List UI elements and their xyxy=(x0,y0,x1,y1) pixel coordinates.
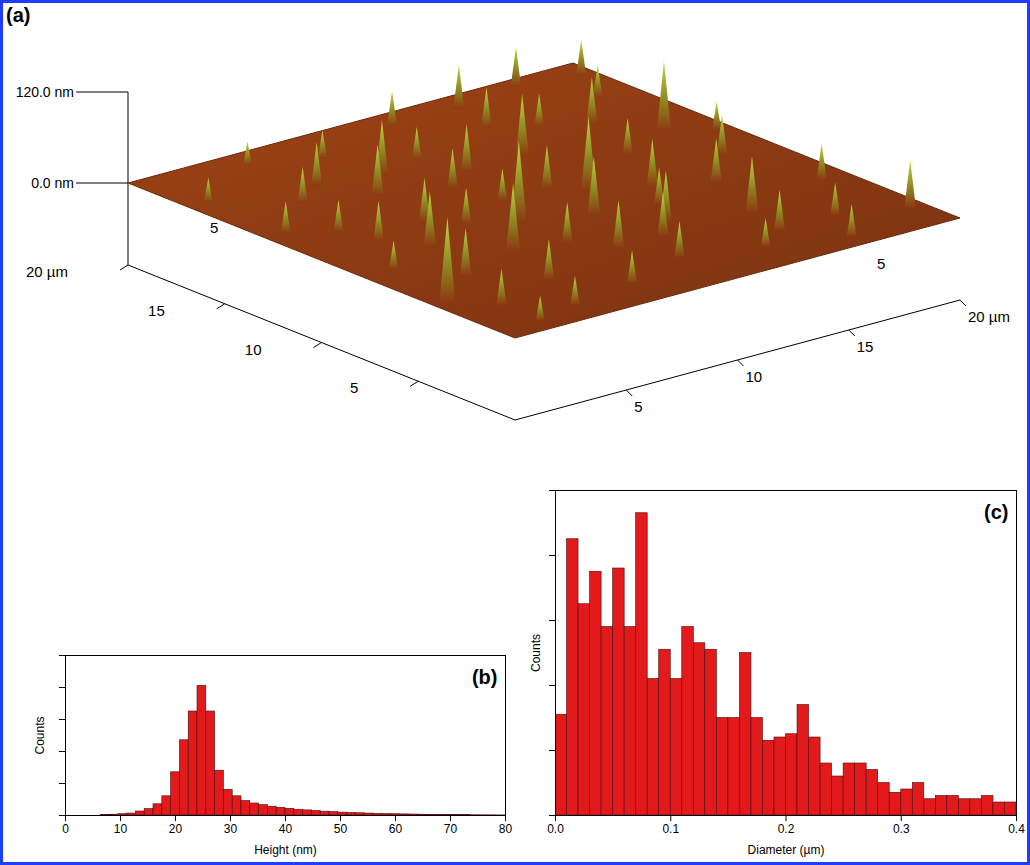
svg-text:Height (nm): Height (nm) xyxy=(254,843,317,857)
svg-text:20 µm: 20 µm xyxy=(968,308,1010,325)
svg-text:20: 20 xyxy=(169,822,183,836)
svg-text:0.4: 0.4 xyxy=(1008,822,1025,836)
svg-text:(c): (c) xyxy=(984,501,1008,523)
svg-text:0.2: 0.2 xyxy=(778,822,795,836)
svg-text:(b): (b) xyxy=(472,666,498,688)
svg-text:5: 5 xyxy=(877,255,885,272)
svg-text:60: 60 xyxy=(389,822,403,836)
svg-text:Diameter (µm): Diameter (µm) xyxy=(748,843,825,857)
svg-text:5: 5 xyxy=(350,379,358,396)
svg-text:0.0 nm: 0.0 nm xyxy=(31,175,74,191)
svg-text:(a): (a) xyxy=(6,4,30,26)
svg-text:5: 5 xyxy=(634,398,642,415)
svg-text:0.1: 0.1 xyxy=(662,822,679,836)
svg-text:120.0 nm: 120.0 nm xyxy=(16,84,74,100)
svg-text:5: 5 xyxy=(210,219,218,236)
svg-text:0.0: 0.0 xyxy=(547,822,564,836)
svg-text:80: 80 xyxy=(499,822,513,836)
svg-text:Counts: Counts xyxy=(529,634,543,672)
svg-text:20 µm: 20 µm xyxy=(26,263,68,280)
svg-text:15: 15 xyxy=(857,338,874,355)
svg-text:40: 40 xyxy=(279,822,293,836)
svg-text:Counts: Counts xyxy=(33,716,47,754)
svg-text:15: 15 xyxy=(148,302,165,319)
svg-text:0: 0 xyxy=(62,822,69,836)
svg-text:10: 10 xyxy=(746,368,763,385)
svg-text:0.3: 0.3 xyxy=(893,822,910,836)
svg-text:10: 10 xyxy=(114,822,128,836)
svg-text:70: 70 xyxy=(444,822,458,836)
svg-text:50: 50 xyxy=(334,822,348,836)
svg-text:30: 30 xyxy=(224,822,238,836)
svg-text:10: 10 xyxy=(245,341,262,358)
